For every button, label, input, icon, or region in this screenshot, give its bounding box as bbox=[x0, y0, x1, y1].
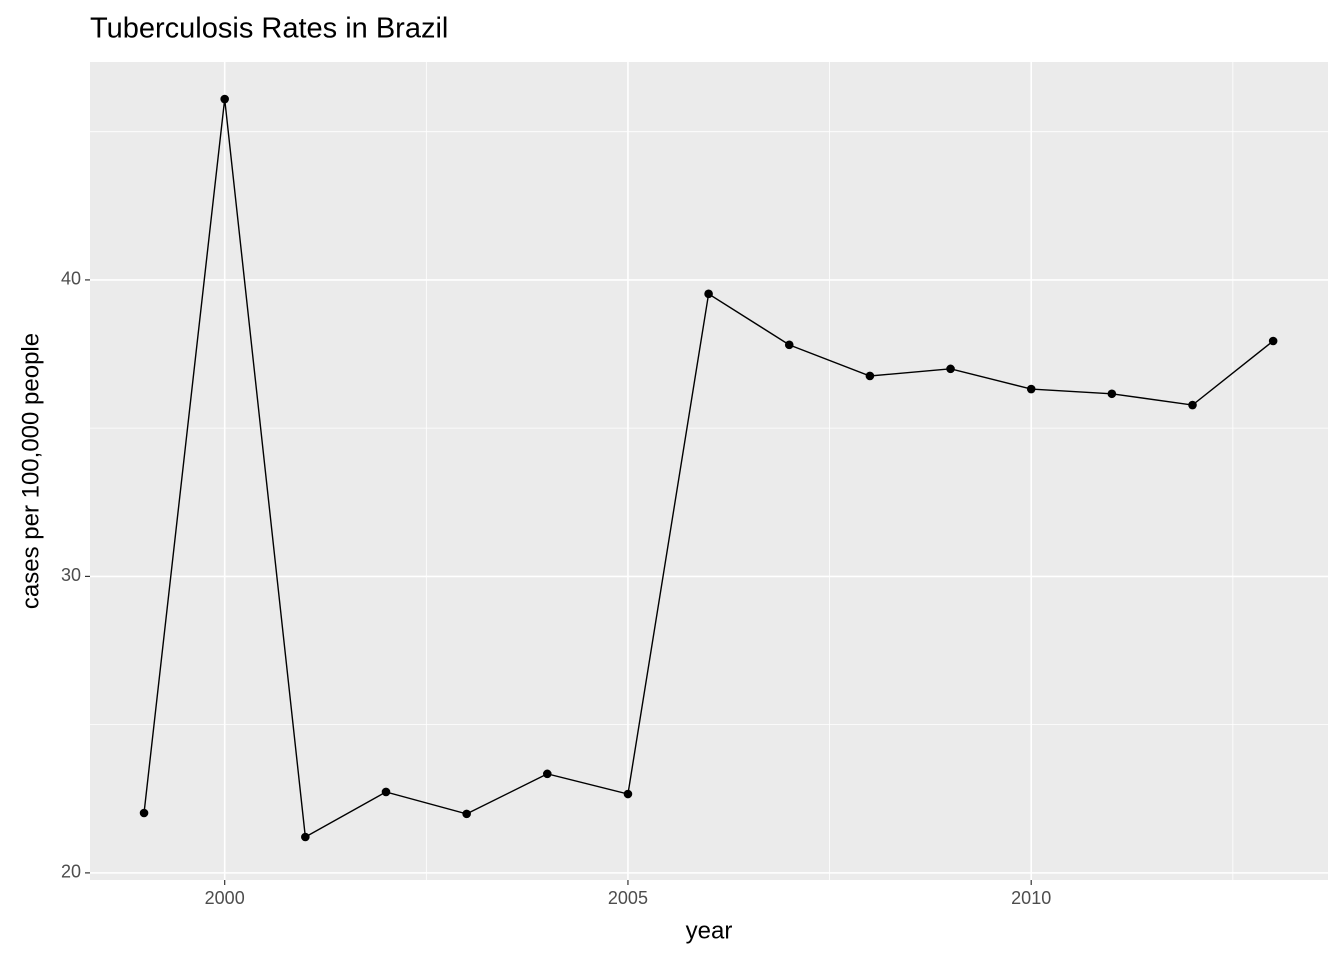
y-tick-label: 40 bbox=[61, 269, 81, 289]
point bbox=[1107, 389, 1117, 399]
point bbox=[1188, 400, 1197, 410]
point bbox=[381, 787, 391, 797]
x-axis-title: year bbox=[686, 917, 733, 944]
point bbox=[220, 94, 229, 104]
y-tick-label: 30 bbox=[61, 565, 81, 585]
panel-background bbox=[90, 62, 1328, 880]
y-axis-title: cases per 100,000 people bbox=[17, 333, 44, 609]
point bbox=[704, 289, 713, 299]
point bbox=[139, 808, 149, 818]
x-tick-label: 2005 bbox=[608, 888, 648, 908]
point bbox=[462, 809, 471, 819]
point bbox=[946, 364, 955, 374]
point bbox=[1026, 384, 1036, 394]
point bbox=[542, 769, 552, 779]
grid bbox=[90, 62, 1328, 880]
y-tick-label: 20 bbox=[61, 862, 81, 882]
x-tick-label: 2010 bbox=[1011, 888, 1051, 908]
chart-title: Tuberculosis Rates in Brazil bbox=[90, 13, 448, 45]
point bbox=[623, 789, 633, 799]
point bbox=[1268, 336, 1278, 346]
plot bbox=[139, 94, 1278, 842]
point bbox=[301, 832, 310, 842]
x-tick-label: 2000 bbox=[205, 888, 245, 908]
point bbox=[865, 371, 875, 381]
point bbox=[784, 340, 794, 350]
